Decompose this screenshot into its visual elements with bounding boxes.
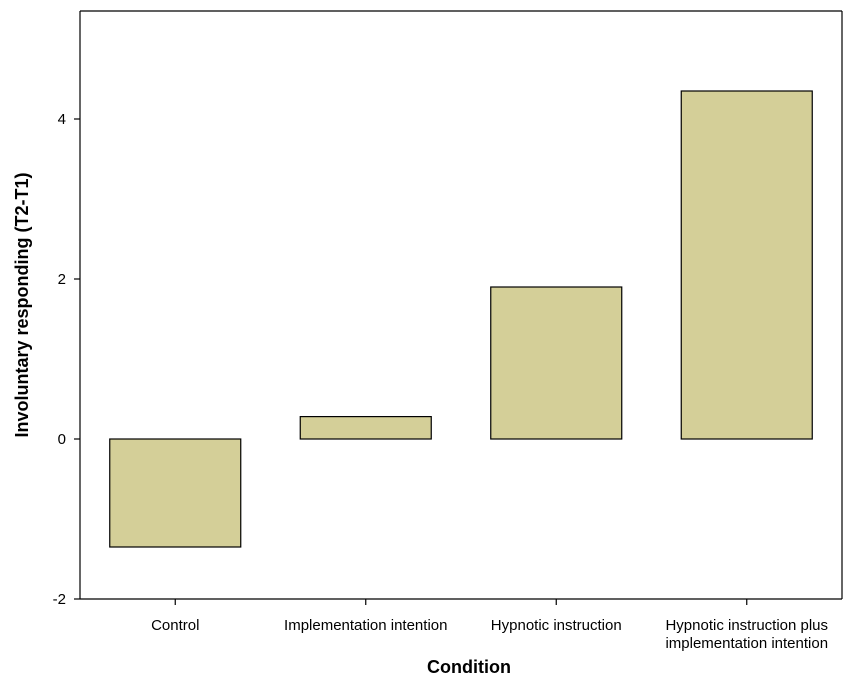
y-tick-label: 4 [58, 111, 66, 128]
x-axis: Control Implementation intention Hypnotic … [151, 599, 828, 652]
bar [109, 438, 242, 548]
bar [490, 286, 623, 440]
y-axis-title: Involuntary responding (T2-T1) [12, 172, 32, 437]
bar [680, 90, 813, 440]
y-axis: -2 0 2 4 [53, 111, 80, 608]
bars [109, 90, 813, 548]
x-tick-label: Implementation intention [284, 617, 447, 634]
plot-frame [79, 10, 843, 600]
x-axis-title: Condition [427, 657, 511, 674]
x-tick-label: Hypnotic instruction [491, 617, 622, 634]
y-tick-label: -2 [53, 591, 66, 608]
bar [299, 416, 432, 440]
x-tick-label: Control [151, 617, 199, 634]
x-tick-label: Hypnotic instruction plus implementation … [665, 617, 828, 652]
y-tick-label: 2 [58, 271, 66, 288]
y-tick-label: 0 [58, 431, 66, 448]
